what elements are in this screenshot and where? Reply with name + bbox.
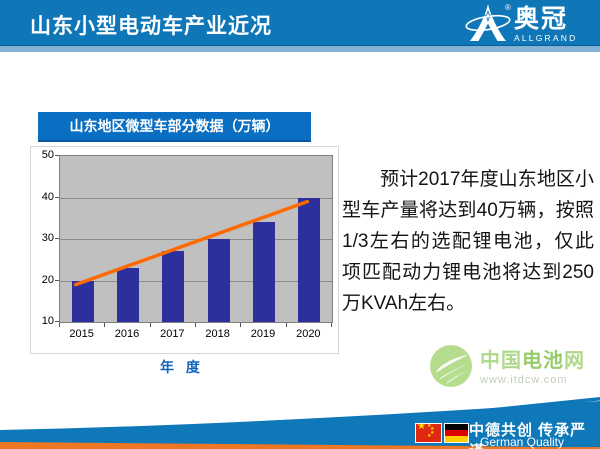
footer: ★ ★ ★ ★ ★ 中德共创 传承严谨 German Quality (0, 392, 600, 449)
allgrand-a-icon: ® (464, 1, 512, 50)
allgrand-logo: ® 奥冠 ALLGRAND (464, 3, 594, 47)
footer-slogan-cn: 中德共创 传承严谨 (469, 422, 587, 449)
page-title: 山东小型电动车产业近况 (30, 15, 272, 38)
y-tick-mark (55, 279, 59, 281)
x-axis-title: 年 度 (160, 359, 204, 375)
registered-mark-glyph: ® (505, 3, 511, 12)
brand-name-cn: 奥冠 (514, 5, 569, 34)
x-tick-mark (104, 323, 106, 327)
x-tick-mark (149, 323, 151, 327)
x-tick-mark (331, 323, 332, 327)
y-tick-mark (55, 155, 59, 156)
gridline (60, 239, 332, 240)
y-tick-mark (55, 238, 59, 239)
watermark-name-mid: 电池 (522, 350, 564, 372)
bar (71, 280, 94, 322)
y-tick-label: 50 (41, 149, 54, 161)
x-tick-label: 2019 (250, 328, 276, 340)
chart-title: 山东地区微型车部分数据（万辆） (38, 112, 311, 142)
china-flag-icon: ★ ★ ★ ★ ★ (415, 421, 442, 443)
bar (253, 222, 275, 322)
x-tick-label: 2015 (69, 328, 94, 340)
x-tick-mark (285, 323, 287, 327)
watermark-name-right: 网 (564, 350, 585, 372)
gridline (60, 197, 332, 199)
bar (298, 197, 321, 322)
itdcw-watermark: 中国电池网 www.itdcw.com (429, 344, 585, 393)
gridline (60, 280, 332, 282)
x-tick-label: 2018 (205, 328, 230, 340)
bar (162, 251, 185, 322)
trendline (73, 199, 310, 287)
body-paragraph: 预计2017年度山东地区小型车产量将达到40万辆，按照1/3左右的选配锂电池，仅… (342, 169, 594, 314)
x-tick-mark (59, 323, 60, 327)
y-tick-label: 20 (41, 273, 54, 286)
header-accent-strip (0, 45, 600, 52)
x-tick-label: 2020 (296, 328, 321, 340)
x-tick-label: 2017 (160, 328, 185, 340)
bar (207, 239, 230, 322)
watermark-url: www.itdcw.com (480, 374, 568, 386)
germany-flag-icon (444, 423, 469, 443)
x-tick-label: 2016 (114, 328, 140, 340)
bar (117, 268, 139, 322)
y-tick-label: 30 (41, 232, 54, 244)
y-tick-mark (55, 196, 59, 198)
y-tick-label: 10 (41, 315, 54, 327)
battery-globe-icon (429, 344, 473, 393)
x-tick-mark (240, 323, 242, 327)
y-tick-mark (55, 321, 59, 322)
x-tick-mark (195, 323, 196, 327)
flag-star-big: ★ (417, 421, 426, 432)
brand-name-en: ALLGRAND (514, 33, 578, 44)
chart-frame: 10 20 30 40 50 2015 2016 2017 2018 2019 2020 (30, 146, 339, 354)
watermark-name-left: 中国 (480, 350, 522, 372)
watermark-site-name: 中国电池网 (480, 351, 585, 371)
chart-plot (59, 155, 333, 323)
y-tick-label: 40 (41, 190, 54, 203)
footer-slogan-en: German Quality (479, 435, 565, 449)
